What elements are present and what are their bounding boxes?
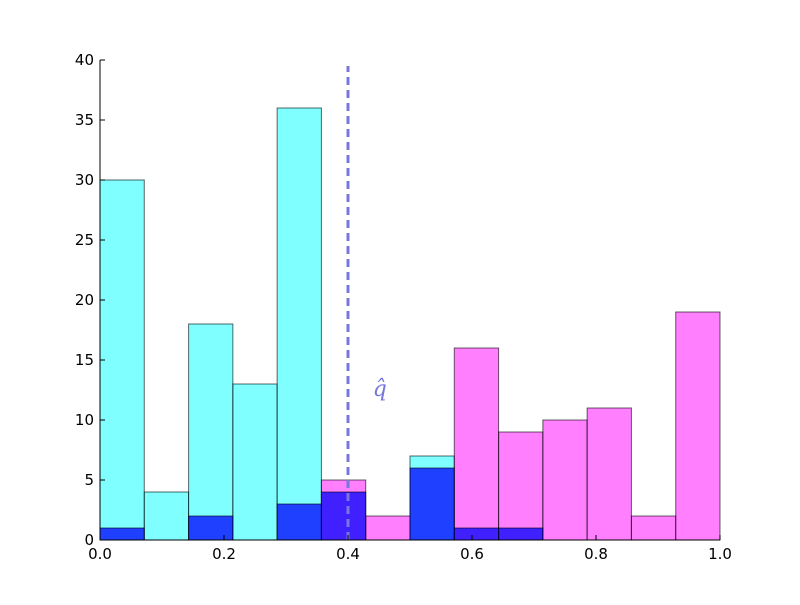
histogram-bar — [143, 491, 190, 541]
histogram-bar — [675, 311, 721, 541]
histogram-bar — [188, 515, 234, 541]
histogram-bar — [276, 503, 322, 541]
histogram-bar — [99, 179, 145, 541]
ticks-layer: 0.0 0.2 0.4 0.6 0.8 1.0 0 5 10 15 20 25 30 35 40 — [75, 51, 732, 563]
histogram-bar — [630, 515, 677, 541]
histogram-bar — [188, 323, 234, 541]
y-tick-label: 35 — [75, 111, 94, 129]
histogram-bar — [498, 527, 544, 541]
histogram-bar — [99, 527, 145, 541]
x-tick-label: 0.6 — [460, 545, 484, 563]
x-tick-label: 0.4 — [336, 545, 360, 563]
y-tick-label: 10 — [75, 411, 94, 429]
reference-layer: q̂ — [346, 66, 387, 540]
x-tick-label: 0.2 — [212, 545, 236, 563]
y-tick-label: 15 — [75, 351, 94, 369]
histogram-bar — [320, 491, 367, 541]
y-tick-label: 25 — [75, 231, 94, 249]
histogram-bar — [276, 107, 322, 541]
histogram-bar — [409, 467, 455, 541]
y-tick-label: 0 — [84, 531, 94, 549]
y-tick-label: 20 — [75, 291, 94, 309]
y-tick-label: 5 — [84, 471, 94, 489]
y-tick-label: 40 — [75, 51, 94, 69]
x-tick-label: 0.8 — [584, 545, 608, 563]
histogram-bar — [232, 383, 278, 541]
bars-layer — [99, 107, 721, 541]
threshold-label: q̂ — [373, 377, 387, 402]
histogram-bar — [586, 407, 632, 541]
x-tick-label: 0.0 — [88, 545, 112, 563]
histogram-bar — [542, 419, 588, 541]
histogram-bar — [453, 527, 500, 541]
histogram-bar — [365, 515, 411, 541]
x-tick-label: 1.0 — [708, 545, 732, 563]
histogram-bar — [453, 347, 500, 541]
histogram-bar — [498, 431, 544, 541]
y-tick-label: 30 — [75, 171, 94, 189]
